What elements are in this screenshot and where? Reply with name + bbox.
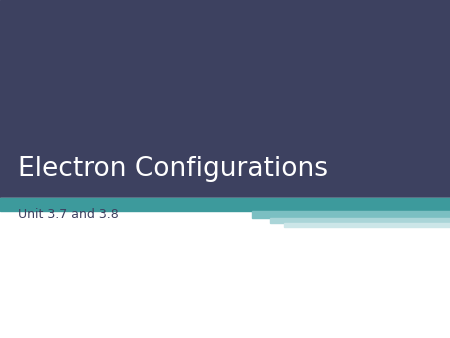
Bar <box>0 198 450 211</box>
Bar <box>284 223 450 227</box>
Bar <box>252 211 450 218</box>
Text: Electron Configurations: Electron Configurations <box>18 156 328 182</box>
Text: Unit 3.7 and 3.8: Unit 3.7 and 3.8 <box>18 208 119 221</box>
Bar <box>0 0 450 198</box>
Bar <box>270 218 450 223</box>
Bar <box>0 198 450 338</box>
